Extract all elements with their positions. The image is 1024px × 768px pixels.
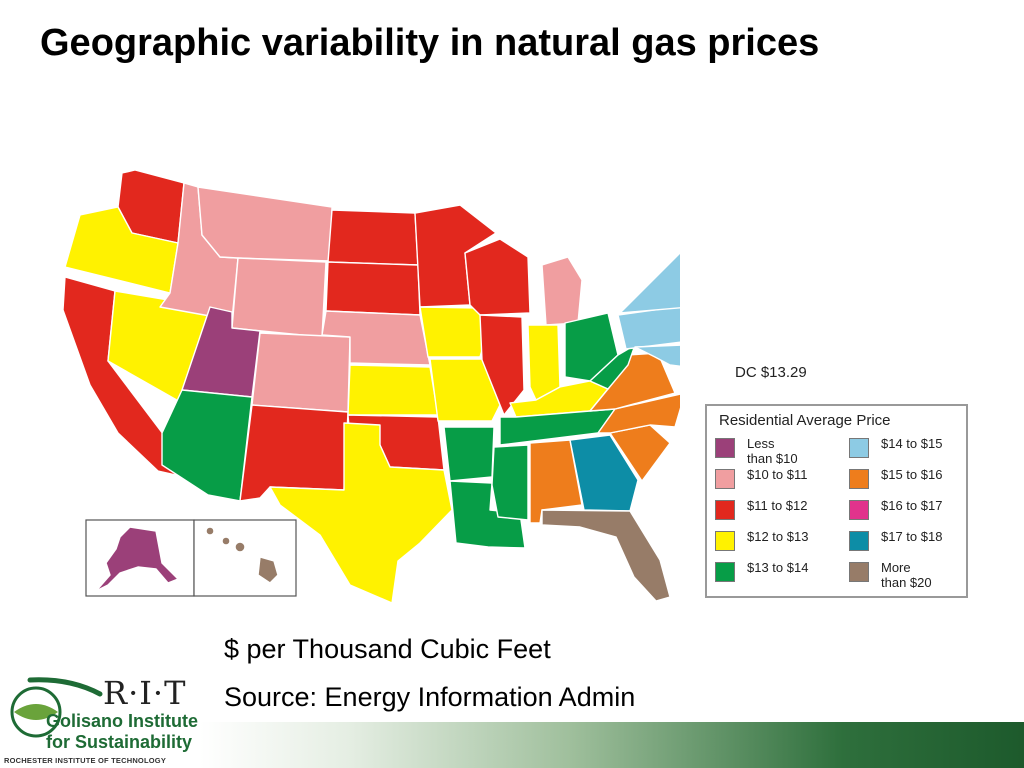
state-AR [443,426,495,482]
legend-label: $14 to $15 [881,436,943,451]
legend-swatch [849,562,869,582]
state-WI [464,238,531,316]
logo-university-name: ROCHESTER INSTITUTE OF TECHNOLOGY [4,756,167,765]
hawaii-island-small [205,526,215,536]
state-CO [251,332,351,413]
legend-label: Less than $10 [747,436,798,466]
legend-item: $11 to $12 [715,498,840,529]
state-HI [257,556,279,584]
state-WY [231,257,327,338]
state-LA [449,480,526,549]
legend-swatch [715,469,735,489]
state-FL [541,509,671,602]
legend-label: $13 to $14 [747,560,809,575]
legend-swatch [849,438,869,458]
hawaii-island-small [234,541,246,553]
state-MI [541,256,583,326]
legend-swatch [715,500,735,520]
state-NE [321,310,431,366]
state-MT [197,186,333,262]
legend-label: $11 to $12 [747,498,808,513]
legend-label: $17 to $18 [881,529,943,544]
legend-item: $15 to $16 [849,467,964,498]
state-GA [569,434,639,512]
state-IA [419,306,489,358]
legend-column-right: $14 to $15 $15 to $16 $16 to $17 $17 to … [849,436,964,591]
legend-item: $13 to $14 [715,560,840,591]
state-AZ [161,389,253,502]
source-caption: Source: Energy Information Admin [224,682,636,712]
legend-swatch [715,531,735,551]
globe-leaf-icon [14,704,58,720]
legend-label: More than $20 [881,560,932,590]
golisano-logo-mark [10,677,103,738]
legend-label: $16 to $17 [881,498,943,513]
legend-column-left: Less than $10 $10 to $11 $11 to $12 $12 … [715,436,840,591]
state-WV [589,344,636,390]
legend-swatch [849,469,869,489]
legend-item: $12 to $13 [715,529,840,560]
state-KS [347,364,439,416]
logo-institute-name-line2: for Sustainability [46,732,193,752]
units-caption: $ per Thousand Cubic Feet [224,634,551,664]
state-MD [634,344,680,367]
legend-title: Residential Average Price [719,412,891,429]
dc-price-label: DC $13.29 [735,364,807,381]
logo-institute-name-line1: Golisano Institute [46,711,199,731]
state-NY [619,252,680,314]
us-map-svg [62,169,680,604]
swoosh-icon [27,677,103,697]
legend-item: $16 to $17 [849,498,964,529]
legend-item: More than $20 [849,560,964,591]
legend-swatch [715,562,735,582]
price-legend: Residential Average Price Less than $10 … [705,404,968,598]
legend-swatch [849,500,869,520]
state-MS [491,444,529,521]
legend-swatch [849,531,869,551]
legend-item: $14 to $15 [849,436,964,467]
rit-logo-text: R·I·T [103,674,187,712]
legend-swatch [715,438,735,458]
legend-item: $10 to $11 [715,467,840,498]
state-IN [527,324,561,401]
slide-title: Geographic variability in natural gas pr… [40,22,820,64]
footer-gradient-band [200,722,1024,768]
legend-label: $10 to $11 [747,467,808,482]
state-SD [325,261,421,316]
legend-item: Less than $10 [715,436,840,467]
hawaii-island-small [221,536,231,546]
state-MO [429,358,501,422]
legend-label: $12 to $13 [747,529,809,544]
state-AK [95,526,179,592]
state-NM [239,404,349,502]
legend-item: $17 to $18 [849,529,964,560]
state-ND [327,209,419,266]
globe-icon [10,686,62,738]
legend-label: $15 to $16 [881,467,943,482]
us-map [60,165,680,610]
state-TX [269,422,453,604]
